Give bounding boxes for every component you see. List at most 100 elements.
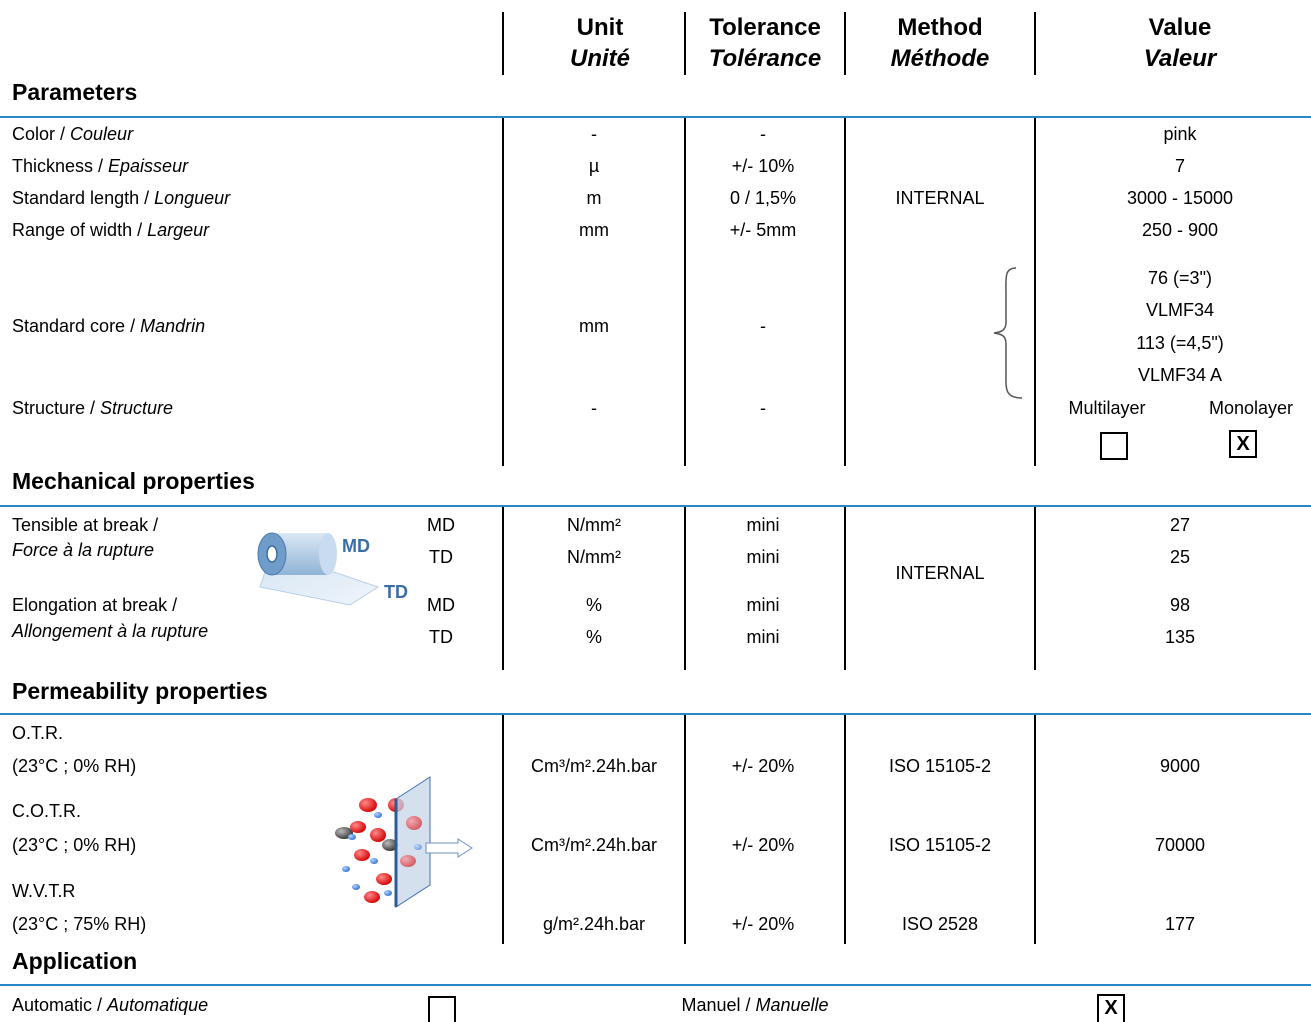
mech-value: 25	[1169, 547, 1191, 567]
param-unit: m	[586, 188, 602, 208]
application-label-automatic: Automatic / Automatique	[12, 995, 209, 1015]
param-label-length: Standard length / Longueur	[12, 188, 231, 208]
section-rule	[0, 713, 1311, 715]
header-method: Method Méthode	[890, 14, 990, 72]
mech-direction: TD	[429, 627, 453, 647]
header-value: Value Valeur	[1143, 14, 1217, 72]
mech-unit: N/mm²	[567, 515, 621, 535]
param-unit: mm	[579, 220, 609, 240]
mech-label-elongation: Elongation at break /	[12, 595, 178, 615]
perm-tolerance: +/- 20%	[731, 835, 795, 855]
perm-unit: g/m².24h.bar	[542, 914, 646, 934]
section-title-mechanical: Mechanical properties	[12, 468, 255, 494]
param-label-width: Range of width / Largeur	[12, 220, 210, 240]
perm-name: O.T.R.	[12, 723, 64, 743]
param-tolerance: -	[760, 316, 766, 336]
param-unit: mm	[579, 316, 609, 336]
mech-tolerance: mini	[746, 627, 780, 647]
divider	[502, 715, 504, 944]
perm-value: 177	[1164, 914, 1196, 934]
mech-unit: %	[585, 595, 603, 615]
header-unit: Unit Unité	[570, 14, 630, 72]
section-rule	[0, 984, 1311, 986]
perm-value: 9000	[1159, 756, 1201, 776]
param-tolerance: +/- 10%	[731, 156, 795, 176]
diagram-label-md: MD	[342, 536, 370, 556]
mech-label-tensile: Tensible at break /	[12, 515, 159, 535]
mech-value: 98	[1169, 595, 1191, 615]
structure-option-multilayer: Multilayer	[1068, 398, 1146, 418]
perm-name: W.V.T.R	[12, 881, 76, 901]
mech-unit: %	[585, 627, 603, 647]
section-title-application: Application	[12, 948, 138, 974]
divider	[684, 12, 686, 75]
mech-value: 135	[1164, 627, 1196, 647]
param-tolerance: 0 / 1,5%	[729, 188, 797, 208]
mech-value: 27	[1169, 515, 1191, 535]
divider	[684, 507, 686, 670]
perm-method: ISO 15105-2	[888, 835, 992, 855]
divider	[844, 507, 846, 670]
divider	[684, 118, 686, 466]
perm-condition: (23°C ; 75% RH)	[12, 914, 147, 934]
divider	[844, 12, 846, 75]
param-unit: µ	[588, 156, 600, 176]
param-value: 3000 - 15000	[1126, 188, 1234, 208]
header-tolerance: Tolerance Tolérance	[708, 14, 822, 72]
param-tolerance: -	[760, 398, 766, 418]
mech-unit: N/mm²	[567, 547, 621, 567]
mech-method: INTERNAL	[895, 563, 985, 583]
multilayer-checkbox[interactable]	[1100, 432, 1128, 460]
section-rule	[0, 116, 1311, 118]
mech-tolerance: mini	[746, 547, 780, 567]
film-roll-icon	[257, 532, 380, 606]
perm-condition: (23°C ; 0% RH)	[12, 835, 137, 855]
divider	[1034, 118, 1036, 466]
divider	[1034, 12, 1036, 75]
param-unit: -	[591, 124, 597, 144]
perm-tolerance: +/- 20%	[731, 914, 795, 934]
param-tolerance: +/- 5mm	[729, 220, 797, 240]
param-value: 7	[1174, 156, 1186, 176]
mech-label-elongation-fr: Allongement à la rupture	[12, 621, 209, 641]
permeation-icon	[335, 776, 473, 908]
param-method: INTERNAL	[895, 188, 985, 208]
perm-method: ISO 15105-2	[888, 756, 992, 776]
param-label-thickness: Thickness / Epaisseur	[12, 156, 189, 176]
divider	[684, 715, 686, 944]
divider	[502, 507, 504, 670]
automatic-checkbox[interactable]	[428, 996, 456, 1022]
mech-direction: TD	[429, 547, 453, 567]
curly-brace-icon	[993, 267, 1023, 399]
perm-condition: (23°C ; 0% RH)	[12, 756, 137, 776]
section-title-parameters: Parameters	[12, 79, 138, 105]
mech-label-tensile-fr: Force à la rupture	[12, 540, 155, 560]
monolayer-checkbox[interactable]: X	[1229, 430, 1257, 458]
divider	[844, 118, 846, 466]
perm-name: C.O.T.R.	[12, 801, 82, 821]
core-value: 76 (=3")	[1148, 268, 1212, 288]
param-label-color: Color / Couleur	[12, 124, 134, 144]
core-value: VLMF34 A	[1137, 365, 1223, 385]
mech-tolerance: mini	[746, 595, 780, 615]
perm-unit: Cm³/m².24h.bar	[530, 835, 658, 855]
core-value: 113 (=4,5")	[1136, 333, 1224, 353]
param-label-structure: Structure / Structure	[12, 398, 174, 418]
section-rule	[0, 505, 1311, 507]
divider	[502, 12, 504, 75]
manual-checkbox[interactable]: X	[1097, 994, 1125, 1022]
divider	[844, 715, 846, 944]
perm-method: ISO 2528	[901, 914, 979, 934]
divider	[1034, 715, 1036, 944]
structure-option-monolayer: Monolayer	[1208, 398, 1294, 418]
param-value: pink	[1163, 124, 1197, 144]
mech-tolerance: mini	[746, 515, 780, 535]
perm-value: 70000	[1154, 835, 1206, 855]
mech-direction: MD	[427, 515, 455, 535]
divider	[502, 118, 504, 466]
perm-tolerance: +/- 20%	[731, 756, 795, 776]
param-label-core: Standard core / Mandrin	[12, 316, 206, 336]
diagram-label-td: TD	[384, 582, 408, 602]
application-label-manual: Manuel / Manuelle	[681, 995, 829, 1015]
perm-unit: Cm³/m².24h.bar	[530, 756, 658, 776]
